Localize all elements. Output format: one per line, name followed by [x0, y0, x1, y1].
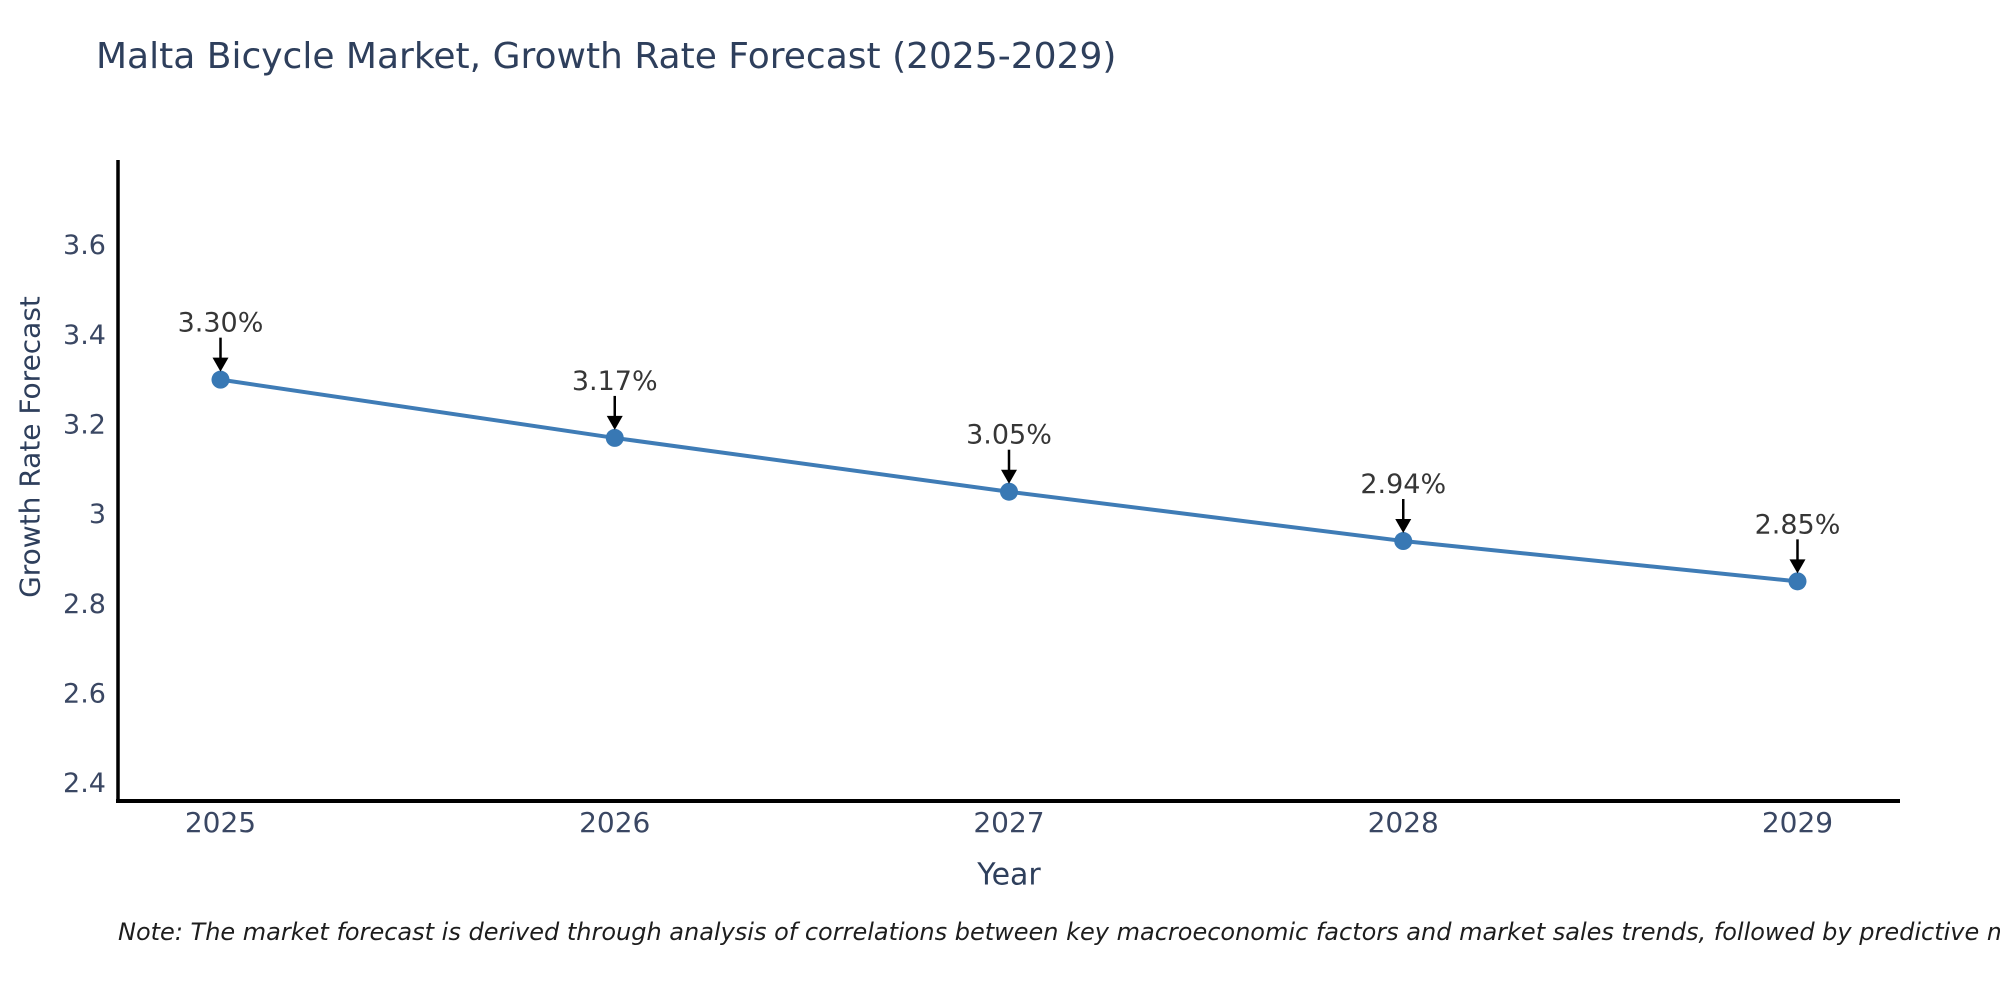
x-tick-label: 2029 — [1762, 806, 1833, 839]
y-tick-label: 3 — [89, 499, 106, 530]
y-tick-label: 2.8 — [63, 589, 106, 620]
x-tick-label: 2028 — [1368, 806, 1439, 839]
footnote: Note: The market forecast is derived thr… — [118, 918, 2000, 946]
annotation-arrow-head — [606, 415, 623, 430]
point-value-label: 2.94% — [1360, 469, 1446, 500]
point-value-label: 3.30% — [178, 308, 264, 339]
y-tick-label: 2.6 — [63, 678, 106, 709]
data-point-marker — [1000, 482, 1018, 501]
point-value-label: 2.85% — [1755, 509, 1841, 540]
annotation-arrow-head — [1789, 559, 1806, 574]
data-point-marker — [605, 428, 624, 447]
x-tick-label: 2026 — [579, 806, 650, 839]
y-tick-label: 3.6 — [63, 230, 106, 261]
annotation-arrow-head — [1001, 469, 1017, 484]
data-point-marker — [211, 370, 230, 389]
y-tick-label: 2.4 — [63, 768, 106, 799]
chart-title: Malta Bicycle Market, Growth Rate Foreca… — [96, 36, 1117, 77]
point-value-label: 3.17% — [572, 366, 658, 397]
x-tick-label: 2027 — [973, 806, 1044, 839]
data-point-marker — [1788, 572, 1807, 591]
data-point-marker — [1394, 532, 1413, 551]
x-axis-title: Year — [977, 857, 1041, 893]
x-tick-label: 2025 — [185, 806, 256, 839]
point-value-label: 3.05% — [966, 420, 1052, 451]
y-tick-label: 3.4 — [63, 320, 106, 351]
annotation-arrow-head — [212, 357, 229, 372]
y-tick-label: 3.2 — [63, 409, 106, 440]
annotation-arrow-head — [1395, 519, 1412, 534]
